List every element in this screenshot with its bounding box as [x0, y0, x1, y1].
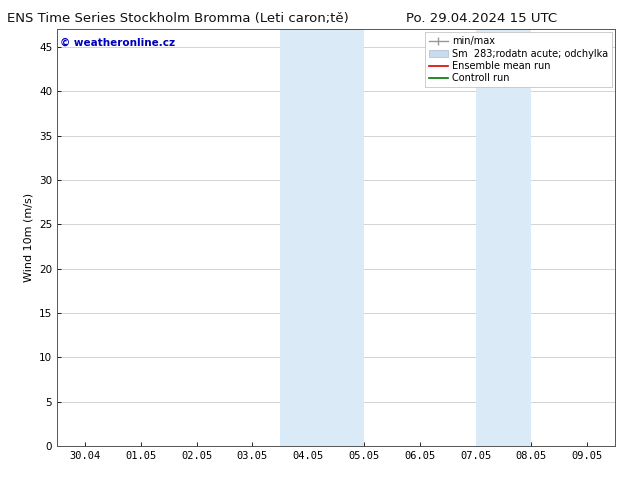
Text: © weatheronline.cz: © weatheronline.cz [60, 38, 175, 48]
Bar [308, 29, 364, 446]
Text: ENS Time Series Stockholm Bromma (Leti caron;tě): ENS Time Series Stockholm Bromma (Leti c… [6, 12, 349, 25]
Y-axis label: Wind 10m (m/s): Wind 10m (m/s) [23, 193, 34, 282]
Bar [476, 29, 531, 446]
Bar [280, 29, 308, 446]
Text: Po. 29.04.2024 15 UTC: Po. 29.04.2024 15 UTC [406, 12, 557, 25]
Legend: min/max, Sm  283;rodatn acute; odchylka, Ensemble mean run, Controll run: min/max, Sm 283;rodatn acute; odchylka, … [425, 32, 612, 87]
